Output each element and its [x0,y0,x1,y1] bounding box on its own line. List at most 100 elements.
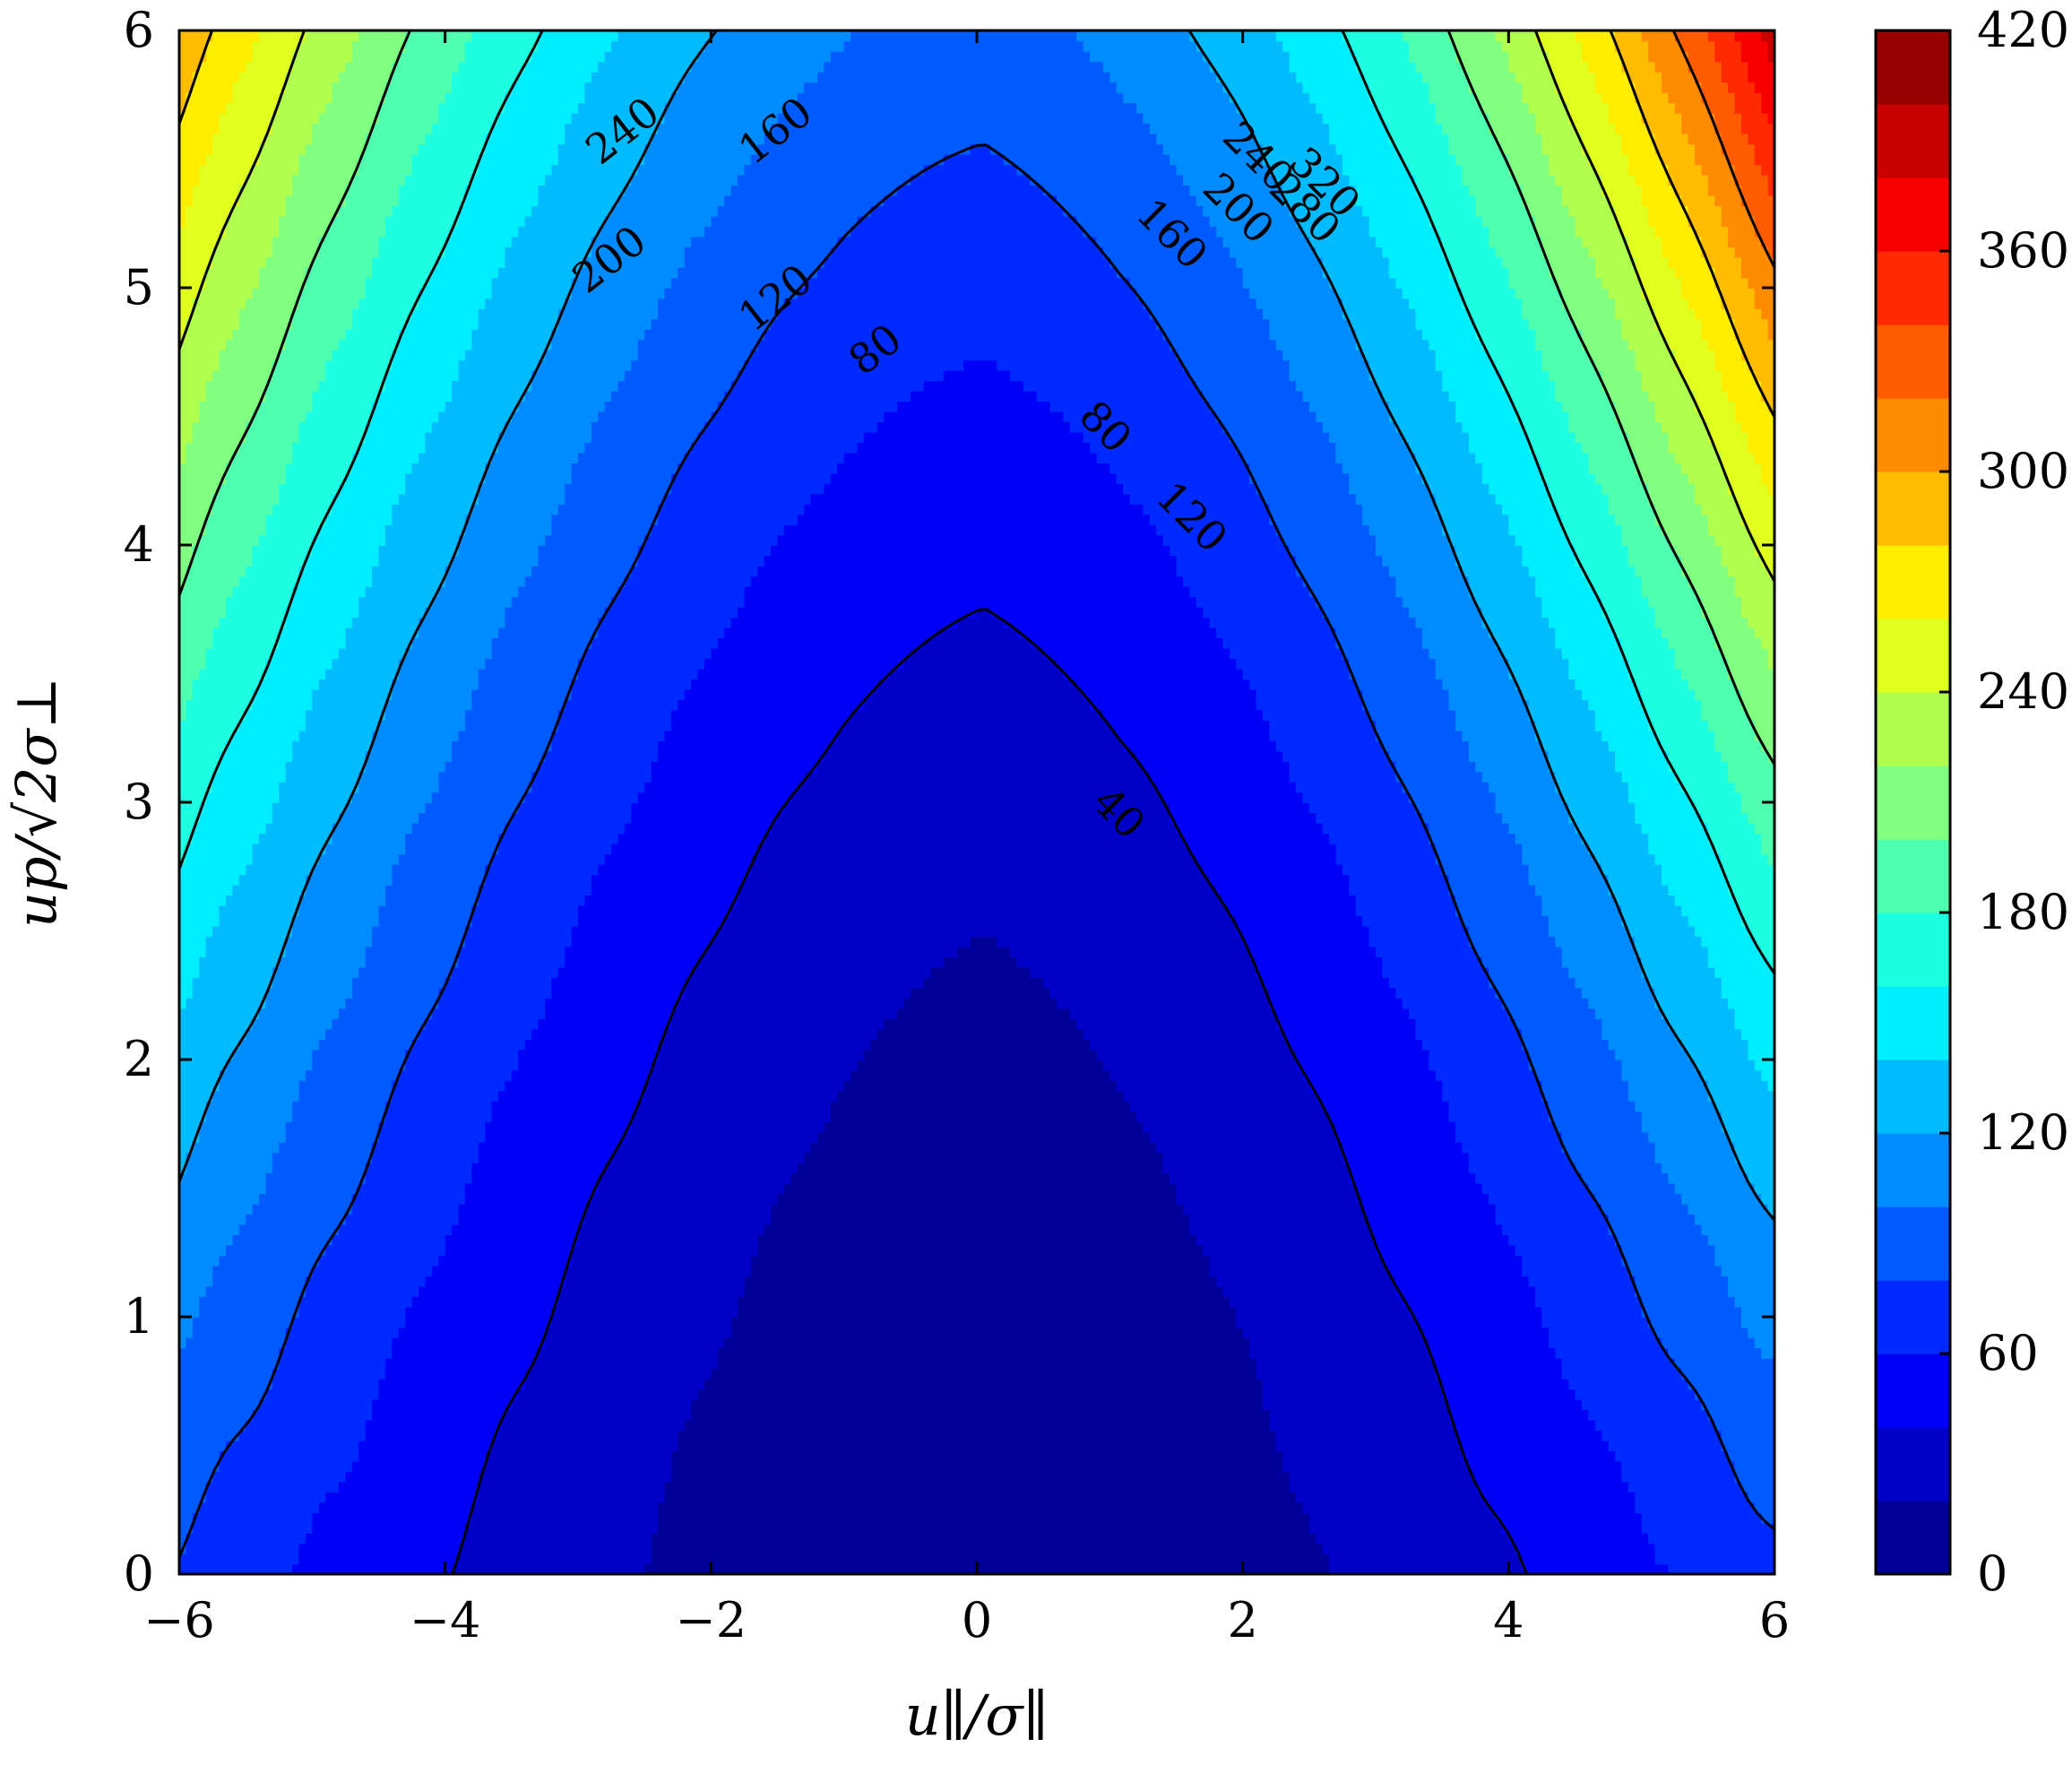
contour-fill-cell [1435,102,1483,114]
contour-fill-cell [1501,256,1550,268]
contour-fill-cell [1368,215,1430,227]
contour-fill-cell [272,247,320,258]
contour-fill-cell [1575,822,1643,835]
contour-fill-cell [578,904,732,917]
contour-fill-cell [1216,627,1337,639]
contour-fill-cell [1316,812,1423,824]
contour-fill-cell [1581,833,1649,844]
contour-fill-cell [531,369,626,382]
contour-fill-cell [491,647,586,660]
contour-fill-cell [1481,463,1543,474]
contour-fill-cell [631,802,785,814]
contour-fill-cell [1203,1244,1377,1256]
contour-fill-cell [578,1234,759,1246]
contour-fill-cell [651,1069,851,1081]
contour-fill-cell [544,750,659,762]
contour-fill-cell [265,133,314,145]
contour-fill-cell [1222,82,1304,93]
contour-fill-cell [1489,627,1557,639]
contour-fill-cell [1695,307,1729,320]
contour-fill-cell [1116,1079,1310,1092]
contour-fill-cell [1156,318,1271,330]
contour-fill-cell [1635,82,1662,93]
contour-fill-cell [1016,627,1217,639]
contour-fill-cell [312,699,386,711]
contour-fill-cell [598,1182,785,1195]
contour-fill-cell [186,853,254,865]
contour-fill-cell [1754,1337,1774,1349]
contour-fill-cell [1289,359,1370,371]
contour-fill-cell [1455,904,1543,917]
contour-fill-cell [1535,1069,1623,1081]
contour-fill-cell [1342,307,1417,320]
contour-fill-cell [1096,236,1224,247]
contour-fill-cell [551,1306,738,1318]
contour-fill-cell [292,442,360,454]
contour-fill-cell [339,1481,479,1492]
contour-fill-cell [1143,298,1257,309]
contour-fill-cell [232,205,287,217]
contour-fill-cell [246,421,300,433]
contour-fill-cell [1674,1028,1742,1040]
contour-fill-cell [285,606,360,619]
contour-fill-cell [1748,1492,1774,1503]
contour-fill-cell [551,730,666,741]
contour-fill-cell [511,812,633,824]
contour-fill-cell [637,164,746,176]
contour-fill-cell [518,585,619,598]
contour-fill-cell [179,1492,207,1503]
contour-fill-cell [1435,1368,1563,1380]
contour-fill-cell [325,1244,446,1256]
contour-fill-cell [850,709,1104,721]
contour-fill-cell [1681,463,1722,474]
contour-fill-cell [1335,627,1423,639]
contour-fill-cell [179,318,187,330]
contour-fill-cell [1242,277,1330,289]
contour-fill-cell [1714,40,1742,52]
contour-fill-cell [398,195,466,206]
contour-fill-cell [1648,390,1696,402]
contour-fill-cell [1236,915,1363,927]
contour-fill-cell [186,1543,300,1554]
contour-fill-cell [1275,524,1370,536]
contour-fill-cell [312,1522,466,1534]
contour-fill-cell [1695,226,1729,238]
contour-fill-cell [1648,833,1709,844]
contour-fill-cell [1455,709,1530,721]
contour-fill-cell [225,740,293,752]
contour-fill-cell [738,1306,1238,1318]
contour-fill-cell [1740,349,1774,361]
contour-fill-cell [219,1255,320,1267]
contour-fill-cell [384,1368,526,1380]
contour-fill-cell [1275,1440,1463,1452]
contour-fill-cell [498,1090,645,1102]
contour-fill-cell [1216,884,1351,896]
contour-fill-cell [598,617,732,628]
contour-fill-cell [345,802,427,814]
contour-fill-cell [292,174,353,186]
contour-fill-cell [1701,936,1756,947]
y-tick-label: 0 [124,1545,154,1602]
contour-fill-cell [1661,863,1722,876]
contour-fill-cell [1601,606,1656,619]
contour-fill-cell [1661,71,1696,83]
contour-fill-cell [551,328,645,341]
contour-fill-cell [186,452,234,463]
contour-fill-cell [565,133,652,145]
contour-fill-cell [1455,50,1510,63]
contour-fill-cell [617,833,765,844]
contour-fill-cell [1695,1060,1756,1071]
contour-fill-cell [1635,565,1682,577]
contour-fill-cell [658,307,779,320]
contour-fill-cell [711,647,911,660]
contour-fill-cell [1621,637,1670,649]
contour-fill-cell [345,185,400,196]
contour-fill-cell [192,822,267,835]
contour-fill-cell [1721,1111,1774,1122]
contour-fill-cell [1415,1317,1543,1328]
contour-fill-cell [1654,504,1703,515]
contour-fill-cell [704,658,905,670]
contour-fill-cell [1342,164,1410,176]
colorbar-cell [1876,1280,1950,1354]
contour-fill-cell [1262,153,1343,166]
